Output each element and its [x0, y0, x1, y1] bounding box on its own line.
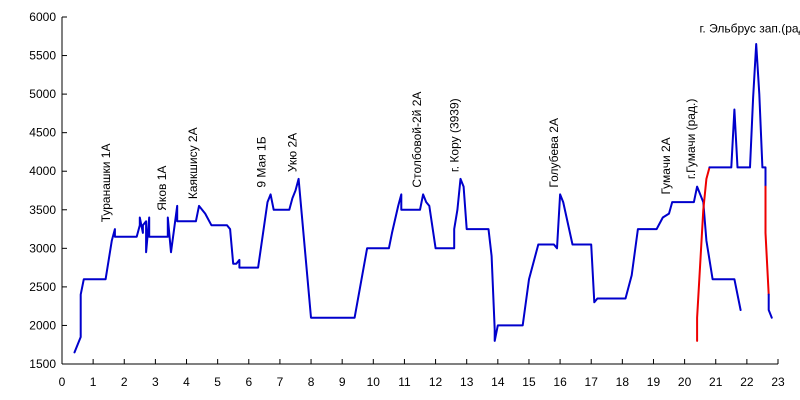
x-tick-label: 7	[277, 375, 284, 389]
x-tick-label: 23	[771, 375, 785, 389]
annotations: Туранашки 1А Яков 1А Каякшису 2А 9 Мая 1Б Ук…	[99, 22, 800, 223]
y-tick-label: 5500	[29, 49, 56, 63]
x-tick-label: 14	[491, 375, 505, 389]
series-line	[767, 293, 773, 319]
y-tick-label: 6000	[29, 10, 56, 24]
series-group	[73, 43, 773, 354]
x-tick-label: 12	[429, 375, 443, 389]
peak-label: Голубева 2А	[547, 118, 561, 188]
axes	[61, 17, 778, 365]
y-axis: 1500 2000 2500 3000 3500 4000 4500 5000 5500 6000	[29, 10, 67, 371]
x-tick-label: 1	[90, 375, 97, 389]
x-tick-label: 2	[121, 375, 128, 389]
x-tick-label: 6	[245, 375, 252, 389]
x-tick-label: 22	[740, 375, 754, 389]
series-line	[696, 166, 711, 342]
peak-label: 9 Мая 1Б	[254, 136, 268, 187]
peak-label: г.Гумачи (рад.)	[684, 99, 698, 179]
peak-label: Столбовой-2й 2А	[410, 92, 424, 188]
x-tick-label: 8	[308, 375, 315, 389]
peak-label: г. Эльбрус зап.(рад.)	[700, 22, 800, 36]
x-tick-label: 5	[214, 375, 221, 389]
y-tick-label: 2500	[29, 280, 56, 294]
series-line	[708, 43, 767, 188]
x-tick-label: 16	[553, 375, 567, 389]
peak-label: Гумачи 2А	[659, 137, 673, 194]
x-tick-label: 10	[367, 375, 381, 389]
x-tick-label: 21	[709, 375, 723, 389]
peak-label: Каякшису 2А	[186, 127, 200, 199]
peak-label: г. Кору (3939)	[447, 98, 461, 172]
x-tick-label: 18	[616, 375, 630, 389]
x-tick-label: 17	[585, 375, 599, 389]
y-tick-label: 4000	[29, 164, 56, 178]
x-tick-label: 19	[647, 375, 661, 389]
y-tick-label: 2000	[29, 318, 56, 332]
x-tick-label: 13	[460, 375, 474, 389]
x-tick-label: 15	[522, 375, 536, 389]
y-tick-label: 5000	[29, 87, 56, 101]
x-axis: 0 1 2 3 4 5 6 7 8 9 10 11 12 13 14 15 16 17 18 19 20 21 22 23	[59, 359, 785, 389]
peak-label: Укю 2А	[286, 133, 300, 172]
x-tick-label: 3	[152, 375, 159, 389]
series-line	[73, 177, 742, 354]
y-tick-label: 1500	[29, 357, 56, 371]
x-tick-label: 20	[678, 375, 692, 389]
x-tick-label: 9	[339, 375, 346, 389]
series-line	[764, 185, 770, 296]
peak-label: Яков 1А	[155, 166, 169, 211]
x-tick-label: 11	[398, 375, 411, 389]
y-tick-label: 3000	[29, 241, 56, 255]
y-tick-label: 3500	[29, 203, 56, 217]
x-tick-label: 4	[183, 375, 190, 389]
peak-label: Туранашки 1А	[99, 144, 113, 223]
x-tick-label: 0	[59, 375, 66, 389]
y-tick-label: 4500	[29, 126, 56, 140]
